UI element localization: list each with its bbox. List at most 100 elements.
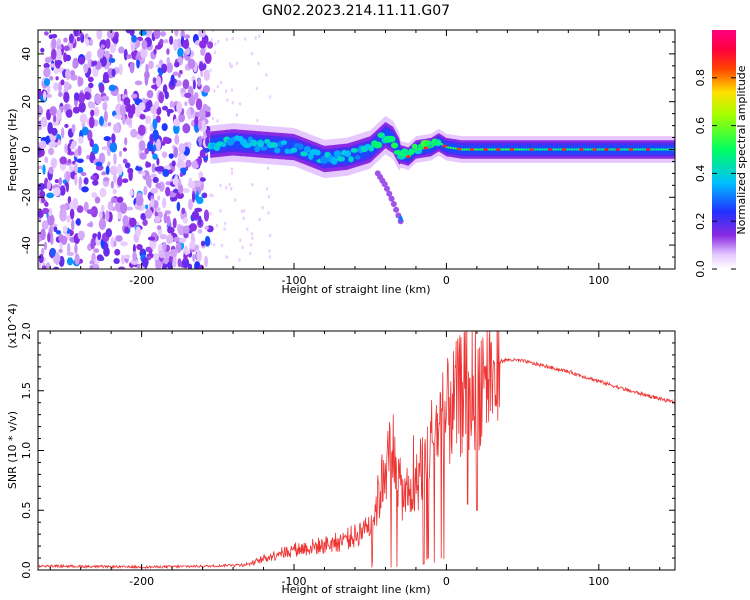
snr-x-tick-label: -200 bbox=[129, 575, 154, 588]
spectrogram-noise-cell bbox=[213, 89, 216, 93]
spectrogram-noise-cell bbox=[145, 204, 149, 210]
spectrogram-noise-cell bbox=[97, 231, 102, 241]
spectrogram-noise-cell bbox=[172, 71, 179, 76]
spectrogram-noise-cell bbox=[103, 50, 111, 60]
spectrogram-noise-cell bbox=[169, 35, 174, 45]
spectrogram-noise-cell bbox=[197, 155, 203, 166]
spectrogram-noise-cell bbox=[93, 248, 100, 253]
spectrogram-noise-cell bbox=[103, 177, 110, 182]
spectrogram-noise-cell bbox=[156, 225, 162, 230]
spectrogram-noise-cell bbox=[258, 34, 261, 38]
spectrogram-noise-cell bbox=[113, 240, 117, 247]
spectrogram-noise-cell bbox=[268, 233, 272, 238]
spectrogram-noise-cell bbox=[203, 209, 210, 222]
spectrogram-core-cell bbox=[502, 148, 505, 151]
spectrogram-noise-cell bbox=[219, 183, 222, 188]
spectrogram-noise-cell bbox=[39, 190, 46, 199]
spectrogram-noise-cell bbox=[154, 215, 161, 223]
spectrogram-noise-cell bbox=[167, 226, 175, 234]
spectrogram-noise-cell bbox=[39, 140, 47, 150]
spectrogram-core-cell bbox=[541, 148, 544, 151]
spectrogram-noise-cell bbox=[145, 100, 151, 112]
spectrogram-y-tick-label: -40 bbox=[20, 236, 33, 254]
spectrogram-noise-cell bbox=[246, 227, 249, 232]
spectrogram-noise-cell bbox=[130, 44, 136, 52]
spectrogram-noise-cell bbox=[197, 228, 203, 234]
spectrogram-noise-cell bbox=[47, 214, 55, 226]
spectrogram-noise-cell bbox=[67, 196, 72, 204]
spectrogram-noise-cell bbox=[108, 57, 116, 63]
spectrogram-noise-cell bbox=[143, 185, 148, 196]
spectrogram-core-cell bbox=[479, 148, 482, 151]
spectrogram-noise-cell bbox=[166, 62, 173, 74]
spectrogram-noise-cell bbox=[138, 140, 146, 151]
spectrogram-noise-cell bbox=[41, 207, 50, 215]
spectrogram-core-cell bbox=[465, 148, 469, 151]
spectrogram-core-cell bbox=[452, 146, 455, 150]
spectrogram-noise-cell bbox=[69, 208, 75, 220]
spectrogram-noise-cell bbox=[53, 226, 58, 233]
spectrogram-noise-cell bbox=[182, 79, 190, 90]
spectrogram-noise-cell bbox=[203, 155, 208, 161]
spectrogram-core-cell bbox=[653, 148, 656, 151]
spectrogram-noise-cell bbox=[205, 106, 211, 112]
spectrogram-core-cell bbox=[596, 148, 599, 151]
spectrogram-noise-cell bbox=[50, 248, 56, 258]
spectrogram-noise-cell bbox=[240, 209, 244, 214]
spectrogram-noise-cell bbox=[43, 67, 51, 78]
spectrogram-noise-cell bbox=[87, 58, 92, 71]
spectrogram-peak-cell bbox=[456, 147, 462, 151]
spectrogram-noise-cell bbox=[139, 113, 146, 120]
spectrogram-noise-cell bbox=[153, 30, 161, 40]
spectrogram-noise-cell bbox=[50, 141, 57, 147]
spectrogram-peak-cell bbox=[509, 148, 515, 151]
spectrogram-noise-cell bbox=[172, 217, 177, 229]
spectrogram-noise-cell bbox=[150, 84, 159, 90]
spectrogram-noise-cell bbox=[107, 122, 112, 127]
spectrogram-noise-cell bbox=[64, 123, 69, 128]
spectrogram-noise-cell bbox=[42, 90, 47, 101]
spectrogram-ridge-cell bbox=[333, 150, 342, 158]
spectrogram-noise-cell bbox=[157, 195, 161, 201]
spectrogram-noise-cell bbox=[170, 74, 175, 87]
spectrogram-noise-cell bbox=[184, 101, 188, 107]
spectrogram-noise-cell bbox=[130, 258, 139, 266]
spectrogram-core-cell bbox=[433, 143, 437, 146]
spectrogram-noise-cell bbox=[89, 38, 93, 47]
spectrogram-noise-cell bbox=[162, 241, 167, 251]
spectrogram-core-cell bbox=[644, 148, 647, 151]
spectrogram-noise-cell bbox=[69, 145, 75, 150]
spectrogram-noise-cell bbox=[179, 172, 183, 178]
spectrogram-noise-cell bbox=[152, 111, 157, 120]
spectrogram-ridge-cell bbox=[280, 140, 288, 146]
spectrogram-noise-cell bbox=[78, 101, 86, 113]
spectrogram-core-cell bbox=[504, 148, 508, 151]
spectrogram-noise-cell bbox=[250, 51, 254, 56]
spectrogram-noise-cell bbox=[155, 207, 161, 212]
spectrogram-noise-cell bbox=[154, 166, 162, 172]
spectrogram-noise-cell bbox=[250, 231, 254, 236]
spectrogram-noise-cell bbox=[118, 46, 125, 54]
spectrogram-ridge-cell bbox=[354, 155, 361, 160]
spectrogram-branch-cell bbox=[386, 190, 393, 197]
spectrogram-core-cell bbox=[440, 143, 444, 146]
spectrogram-core-cell bbox=[399, 153, 402, 156]
spectrogram-core-cell bbox=[438, 141, 441, 145]
spectrogram-x-tick-label: 100 bbox=[588, 274, 609, 287]
spectrogram-noise-cell bbox=[178, 143, 186, 154]
spectrogram-ridge-cell bbox=[344, 150, 352, 158]
spectrogram-noise-cell bbox=[249, 242, 252, 247]
spectrogram-noise-cell bbox=[172, 255, 177, 268]
spectrogram-peak-cell bbox=[483, 148, 488, 151]
spectrogram-noise-cell bbox=[117, 93, 121, 103]
spectrogram-noise-cell bbox=[77, 92, 86, 104]
spectrogram-noise-cell bbox=[109, 141, 118, 153]
spectrogram-noise-cell bbox=[112, 36, 119, 44]
spectrogram-noise-cell bbox=[189, 241, 196, 250]
spectrogram-noise-cell bbox=[83, 177, 89, 185]
spectrogram-noise-cell bbox=[112, 123, 120, 134]
spectrogram-noise-cell bbox=[159, 233, 167, 240]
spectrogram-noise-cell bbox=[155, 138, 161, 151]
spectrogram-ridge-cell bbox=[304, 146, 311, 153]
